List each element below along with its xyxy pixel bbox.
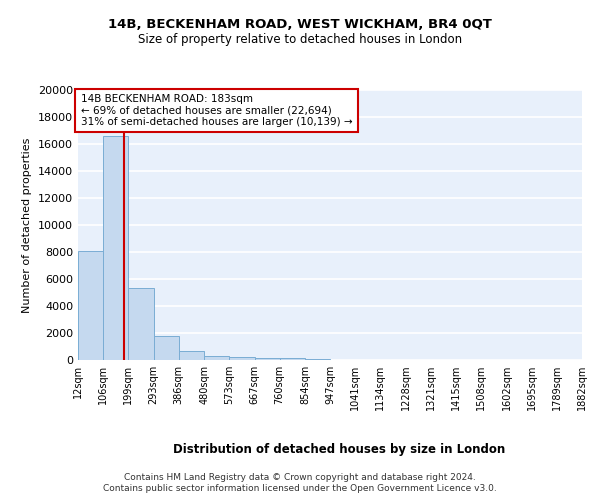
Text: Contains HM Land Registry data © Crown copyright and database right 2024.: Contains HM Land Registry data © Crown c…	[124, 472, 476, 482]
Text: 14B, BECKENHAM ROAD, WEST WICKHAM, BR4 0QT: 14B, BECKENHAM ROAD, WEST WICKHAM, BR4 0…	[108, 18, 492, 30]
Bar	[229, 358, 254, 360]
Text: 14B BECKENHAM ROAD: 183sqm
← 69% of detached houses are smaller (22,694)
31% of : 14B BECKENHAM ROAD: 183sqm ← 69% of deta…	[80, 94, 352, 127]
Bar	[103, 136, 128, 360]
Text: Contains public sector information licensed under the Open Government Licence v3: Contains public sector information licen…	[103, 484, 497, 493]
Text: Distribution of detached houses by size in London: Distribution of detached houses by size …	[173, 442, 505, 456]
Bar	[128, 288, 154, 360]
Bar	[280, 358, 305, 360]
Bar	[204, 356, 229, 360]
Bar	[78, 250, 103, 360]
Text: Size of property relative to detached houses in London: Size of property relative to detached ho…	[138, 32, 462, 46]
Bar	[179, 350, 204, 360]
Y-axis label: Number of detached properties: Number of detached properties	[22, 138, 32, 312]
Bar	[154, 336, 179, 360]
Bar	[254, 358, 280, 360]
